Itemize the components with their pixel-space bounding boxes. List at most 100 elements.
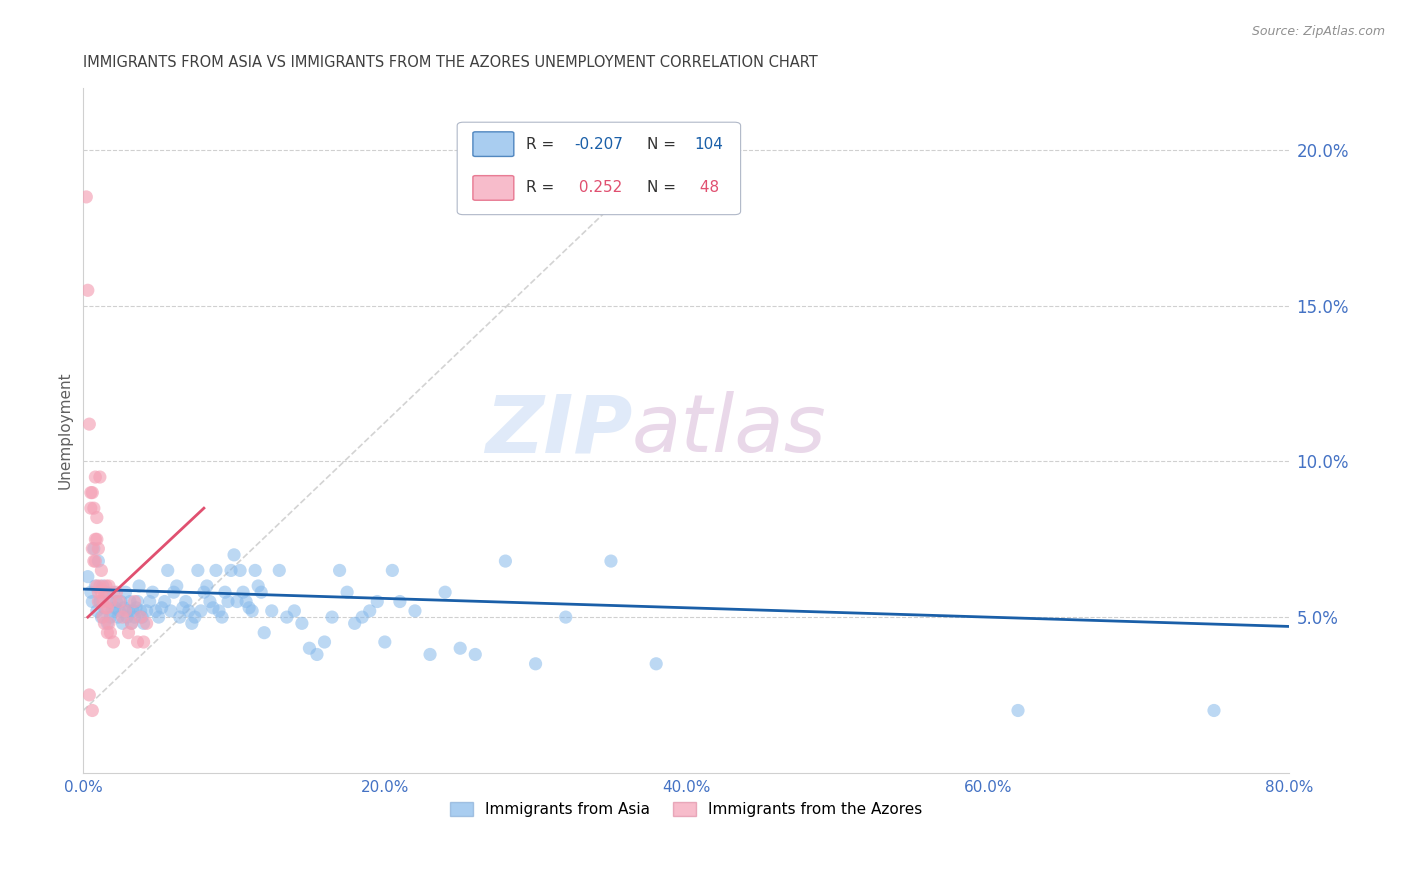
Point [226, 594, 249, 608]
Point [135, 604, 157, 618]
Point [359, 604, 381, 618]
Point [97, 616, 120, 631]
Point [219, 563, 242, 577]
Point [352, 610, 374, 624]
Point [269, 563, 291, 577]
Point [291, 616, 314, 631]
Point [108, 594, 131, 608]
Point [238, 600, 260, 615]
Point [214, 585, 236, 599]
Point [89, 594, 111, 608]
Point [159, 604, 181, 618]
Text: IMMIGRANTS FROM ASIA VS IMMIGRANTS FROM THE AZORES UNEMPLOYMENT CORRELATION CHAR: IMMIGRANTS FROM ASIA VS IMMIGRANTS FROM … [83, 55, 818, 70]
Text: 104: 104 [695, 136, 724, 152]
Point [89, 579, 111, 593]
Point [79, 688, 101, 702]
Point [229, 563, 252, 577]
Point [93, 600, 115, 615]
Point [80, 501, 103, 516]
Point [83, 541, 105, 556]
Point [75, 190, 97, 204]
Point [124, 594, 146, 608]
Point [1007, 704, 1029, 718]
Point [235, 594, 257, 608]
Point [131, 610, 153, 624]
Point [121, 616, 143, 631]
Point [142, 585, 165, 599]
Point [115, 610, 138, 624]
Point [600, 554, 623, 568]
Point [156, 563, 179, 577]
Point [104, 600, 127, 615]
Point [388, 594, 411, 608]
Point [321, 610, 343, 624]
Point [124, 610, 146, 624]
Point [247, 579, 270, 593]
Point [260, 604, 283, 618]
Point [145, 604, 167, 618]
Point [100, 625, 122, 640]
Point [94, 585, 117, 599]
Point [96, 600, 118, 615]
Point [343, 616, 366, 631]
Text: R =: R = [526, 180, 554, 195]
Point [180, 616, 202, 631]
Point [84, 554, 107, 568]
Point [494, 554, 516, 568]
Point [87, 585, 110, 599]
Point [76, 283, 98, 297]
Point [93, 616, 115, 631]
Point [128, 579, 150, 593]
Point [87, 541, 110, 556]
Point [82, 704, 104, 718]
Point [187, 563, 209, 577]
Point [449, 641, 471, 656]
Point [135, 616, 157, 631]
Point [93, 585, 115, 599]
Point [127, 594, 149, 608]
Point [208, 604, 231, 618]
Point [129, 610, 152, 624]
Point [86, 510, 108, 524]
Point [84, 579, 107, 593]
Point [150, 600, 173, 615]
Point [117, 625, 139, 640]
Point [125, 600, 148, 615]
Point [83, 501, 105, 516]
Point [103, 585, 125, 599]
Point [138, 594, 160, 608]
Point [198, 594, 221, 608]
Point [193, 585, 215, 599]
Point [91, 610, 114, 624]
Point [103, 635, 125, 649]
Point [127, 635, 149, 649]
Point [79, 417, 101, 431]
Point [190, 604, 212, 618]
Point [110, 594, 132, 608]
Point [184, 610, 207, 624]
Text: ZIP: ZIP [485, 392, 633, 469]
FancyBboxPatch shape [457, 122, 741, 215]
Point [554, 610, 576, 624]
Point [222, 548, 245, 562]
Point [111, 610, 134, 624]
Point [201, 600, 224, 615]
Point [89, 470, 111, 484]
Point [250, 585, 273, 599]
Point [163, 585, 186, 599]
Legend: Immigrants from Asia, Immigrants from the Azores: Immigrants from Asia, Immigrants from th… [444, 796, 929, 823]
Point [80, 485, 103, 500]
Point [90, 563, 112, 577]
Point [117, 604, 139, 618]
Point [329, 563, 352, 577]
Text: N =: N = [647, 180, 675, 195]
Point [132, 635, 155, 649]
Point [419, 648, 441, 662]
Point [524, 657, 547, 671]
Text: Source: ZipAtlas.com: Source: ZipAtlas.com [1251, 25, 1385, 38]
Point [101, 604, 124, 618]
Point [90, 610, 112, 624]
Point [305, 648, 328, 662]
Point [80, 585, 103, 599]
Point [211, 610, 233, 624]
